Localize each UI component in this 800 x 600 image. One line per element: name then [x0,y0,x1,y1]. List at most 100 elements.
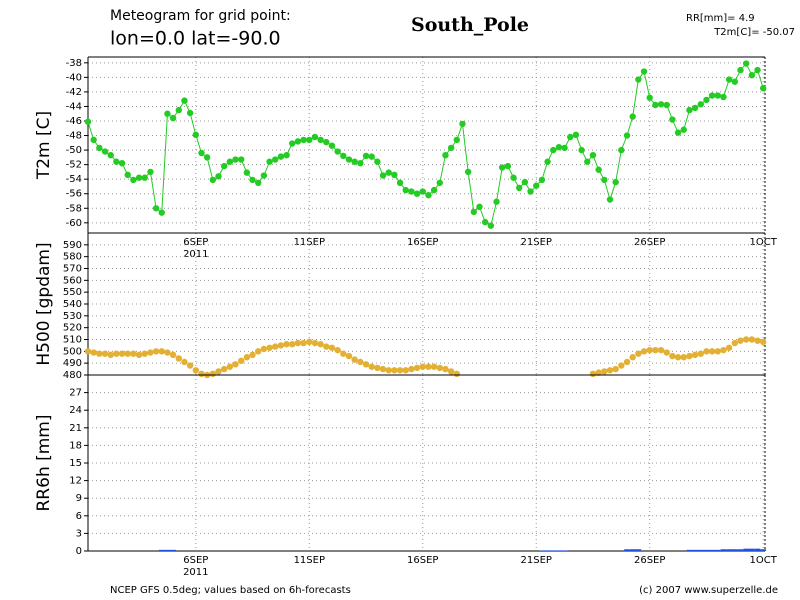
bar [158,549,165,551]
bar [703,549,710,551]
data-point [731,78,739,85]
data-point [714,92,721,99]
data-point [708,92,716,99]
data-point [686,352,693,360]
y-tick-label: 18 [69,440,82,451]
data-point [459,120,466,128]
data-point [652,346,659,354]
y-tick-label: -46 [66,116,82,127]
data-point [113,158,120,165]
data-point [493,198,500,205]
data-point [663,101,670,109]
x-tick-label: 1OCT [750,237,778,248]
data-point [391,171,398,179]
data-point [442,151,449,159]
y-tick-label: -58 [66,203,82,214]
data-point [374,364,381,372]
data-point [368,153,375,160]
data-point [323,343,330,350]
data-point [425,191,432,199]
data-point [186,109,194,117]
data-point [147,349,154,356]
data-point [283,151,290,159]
data-point [657,101,665,108]
data-point [306,338,313,346]
bar [624,549,630,551]
bar [714,549,721,551]
y-tick-label: -54 [66,174,82,185]
data-point [249,351,256,359]
data-point [498,164,506,171]
data-point [759,85,767,92]
bar [550,550,557,551]
bar [544,550,551,551]
data-point [725,76,733,83]
bar [726,549,732,551]
data-point [124,171,131,179]
y-tick-label: 12 [69,476,82,487]
x-tick-label: 6SEP [183,237,208,248]
data-point [442,365,449,373]
data-point [680,126,687,133]
data-point [345,156,353,163]
data-point [595,166,602,173]
data-point [328,344,336,351]
x-tick-label: 16SEP [407,237,438,248]
data-point [447,144,455,152]
data-point [402,186,409,194]
data-point [209,370,217,378]
data-point [402,367,409,374]
data-point [408,365,415,373]
x-tick-label: 6SEP [183,555,208,566]
data-point [708,348,716,355]
y-tick-label: 6 [76,511,82,522]
data-point [748,336,756,343]
y-tick-label: 15 [69,458,82,469]
y-tick-label: 9 [76,493,82,504]
data-point [198,149,205,157]
data-point [612,178,619,186]
data-point [135,351,143,359]
y-axis-label: T2m [C] [34,111,54,180]
data-point [220,162,228,170]
data-point [635,76,642,83]
data-point [623,358,631,366]
series-line [87,62,764,227]
bar [720,549,727,551]
data-point [124,350,131,357]
data-point [567,133,574,141]
data-point [430,186,438,194]
data-point [192,367,200,374]
bar [635,549,642,551]
data-point [283,341,290,348]
data-point [714,348,721,355]
y-tick-label: -60 [66,218,82,229]
data-point [742,60,750,67]
data-point [340,350,347,357]
data-point [453,370,460,378]
data-point [436,364,443,372]
y-tick-label: 560 [63,275,82,286]
data-point [589,370,597,378]
data-point [623,132,631,139]
y-tick-label: 510 [63,335,82,346]
data-point [175,355,182,362]
bar [709,549,715,551]
data-point [169,351,177,359]
data-point [680,354,687,361]
data-point [237,156,245,163]
data-point [635,350,642,357]
data-point [561,144,568,152]
data-point [357,358,364,366]
x-tick-label: 21SEP [521,237,552,248]
data-point [703,348,710,355]
x-tick-label: 21SEP [521,555,552,566]
data-point [101,350,109,357]
data-point [464,168,472,176]
data-point [487,222,495,229]
data-point [300,136,307,144]
year-label: 2011 [183,567,208,578]
data-point [164,110,171,117]
data-point [323,138,330,146]
